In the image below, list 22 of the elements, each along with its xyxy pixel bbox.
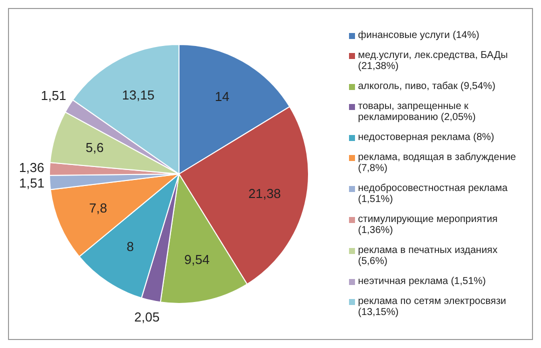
- legend-label: реклама, водящая в заблуждение (7,8%): [358, 152, 517, 174]
- legend-label: финансовые услуги (14%): [358, 30, 480, 41]
- legend-label: стимулирующие мероприятия (1,36%): [358, 214, 499, 236]
- legend-label: неэтичная реклама (1,51%): [358, 276, 486, 287]
- legend-label: реклама по сетям электросвязи (13,15%): [358, 296, 508, 318]
- legend-label: реклама в печатных изданиях (5,6%): [358, 245, 498, 267]
- data-label: 13,15: [122, 88, 155, 103]
- legend-label: недостоверная реклама (8%): [358, 132, 494, 143]
- data-label: 9,54: [184, 252, 210, 267]
- legend-label: мед.услуги, лек.средства, БАДы (21,38%): [358, 50, 509, 72]
- legend-label: алкоголь, пиво, табак (9,54%): [358, 81, 496, 92]
- data-label: 1,36: [18, 160, 44, 175]
- data-label: 7,8: [89, 200, 108, 216]
- data-label: 5,6: [86, 140, 104, 156]
- data-label: 14: [214, 88, 230, 104]
- legend-label: недобросовестностная реклама (1,51%): [358, 183, 509, 205]
- data-label: 8: [126, 238, 134, 254]
- legend-label: товары, запрещенные к рекламированию (2,05%): [358, 101, 477, 123]
- data-label: 21,38: [248, 186, 281, 202]
- data-label: 2,05: [134, 310, 160, 325]
- data-label: 1,51: [19, 175, 44, 190]
- data-label: 1,51: [40, 88, 66, 104]
